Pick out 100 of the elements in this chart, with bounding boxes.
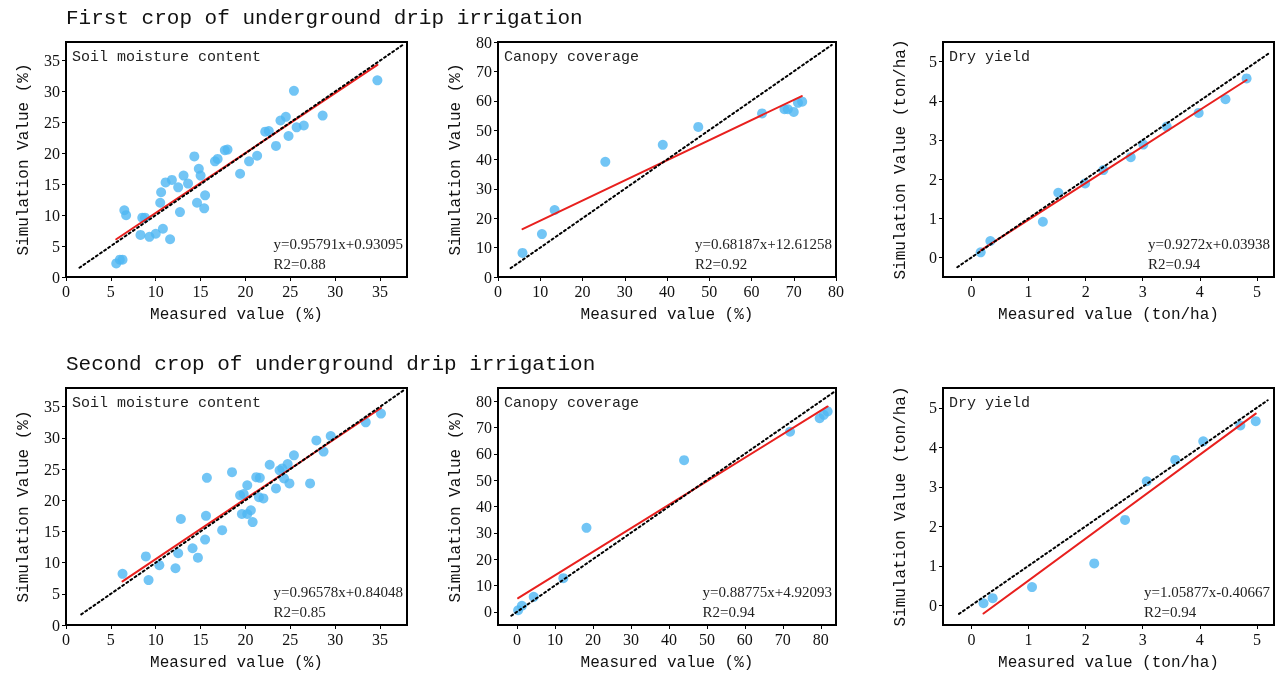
x-tick-label: 4 xyxy=(1195,282,1204,300)
x-tick-label: 3 xyxy=(1138,282,1147,300)
y-tick-label: 70 xyxy=(476,419,492,436)
y-tick-label: 50 xyxy=(476,471,492,489)
x-tick-label: 20 xyxy=(574,282,591,300)
y-tick-label: 10 xyxy=(476,239,492,257)
x-tick-label: 30 xyxy=(622,630,639,648)
x-axis-title: Measured value (ton/ha) xyxy=(998,306,1219,324)
y-tick-label: 30 xyxy=(476,524,492,542)
chart-title: Second crop of underground drip irrigation xyxy=(66,353,596,376)
x-axis-title: Measured value (%) xyxy=(580,306,754,324)
y-tick-label: 30 xyxy=(44,82,60,100)
x-tick-label: 80 xyxy=(812,630,829,648)
y-tick-label: 35 xyxy=(44,52,60,70)
annotation: y=0.96578x+0.84048 xyxy=(273,583,403,600)
x-tick-label: 15 xyxy=(192,282,209,300)
x-tick-label: 20 xyxy=(584,630,601,648)
annotation: y=0.95791x+0.93095 xyxy=(273,235,403,252)
y-axis-title: Simulation Value (%) xyxy=(15,63,33,256)
x-tick-label: 10 xyxy=(532,282,549,300)
x-tick-label: 5 xyxy=(106,630,115,648)
y-tick-label: 60 xyxy=(476,445,492,463)
y-tick-label: 2 xyxy=(929,517,937,535)
x-tick-label: 80 xyxy=(828,282,844,300)
x-tick-label: 5 xyxy=(1252,630,1261,648)
y-tick-label: 5 xyxy=(929,399,937,417)
y-tick-label: 10 xyxy=(44,554,60,572)
y-tick-label: 3 xyxy=(929,478,937,496)
y-tick-label: 30 xyxy=(476,180,492,198)
x-tick-label: 10 xyxy=(147,630,164,648)
y-tick-label: 15 xyxy=(44,522,60,540)
y-tick-label: 1 xyxy=(929,209,937,227)
x-tick-label: 2 xyxy=(1081,282,1090,300)
y-tick-label: 30 xyxy=(44,429,60,447)
x-tick-label: 0 xyxy=(967,282,976,300)
y-tick-label: 4 xyxy=(929,438,937,456)
x-tick-label: 5 xyxy=(1252,282,1261,300)
annotation: R2=0.85 xyxy=(273,603,326,620)
y-tick-label: 20 xyxy=(476,209,492,227)
y-axis-title: Simulation Value (ton/ha) xyxy=(892,386,910,627)
x-tick-label: 60 xyxy=(743,282,760,300)
y-tick-label: 35 xyxy=(44,398,60,416)
annotation: R2=0.94 xyxy=(1144,603,1197,620)
x-tick-label: 25 xyxy=(282,282,299,300)
x-axis-title: Measured value (%) xyxy=(580,654,754,672)
chart-title: First crop of underground drip irrigation xyxy=(66,7,583,30)
y-axis-title: Simulation Value (%) xyxy=(15,410,33,603)
y-axis-title: Simulation Value (%) xyxy=(447,410,465,603)
y-tick-label: 0 xyxy=(484,603,492,621)
x-tick-label: 10 xyxy=(147,282,164,300)
y-tick-label: 60 xyxy=(476,92,492,110)
y-tick-label: 0 xyxy=(929,596,937,614)
annotation: Canopy coverage xyxy=(504,395,640,412)
x-tick-label: 15 xyxy=(192,630,209,648)
annotation: R2=0.88 xyxy=(273,255,326,272)
x-tick-label: 4 xyxy=(1195,630,1204,648)
annotation: Soil moisture content xyxy=(72,395,262,412)
y-tick-label: 15 xyxy=(44,175,60,193)
x-tick-label: 2 xyxy=(1081,630,1090,648)
y-tick-label: 20 xyxy=(44,491,60,509)
y-tick-label: 40 xyxy=(476,498,492,515)
annotation: Soil moisture content xyxy=(72,49,262,66)
annotation: R2=0.92 xyxy=(695,255,748,272)
y-tick-label: 5 xyxy=(929,53,937,71)
annotation: y=0.68187x+12.61258 xyxy=(695,235,832,252)
y-tick-label: 5 xyxy=(52,237,60,255)
x-tick-label: 1 xyxy=(1024,282,1033,300)
y-tick-label: 20 xyxy=(44,144,60,162)
x-tick-label: 60 xyxy=(736,630,753,648)
y-tick-label: 3 xyxy=(929,131,937,149)
y-tick-label: 1 xyxy=(929,557,937,575)
x-tick-label: 35 xyxy=(372,630,389,648)
x-tick-label: 3 xyxy=(1138,630,1147,648)
y-tick-label: 25 xyxy=(44,113,60,131)
x-tick-label: 1 xyxy=(1024,630,1033,648)
x-tick-label: 30 xyxy=(616,282,633,300)
x-tick-label: 40 xyxy=(659,282,675,300)
x-tick-label: 20 xyxy=(237,630,254,648)
y-axis-title: Simulation Value (ton/ha) xyxy=(892,39,910,280)
annotation: R2=0.94 xyxy=(702,603,756,620)
y-tick-label: 10 xyxy=(44,206,60,224)
annotation: y=0.88775x+4.92093 xyxy=(702,583,832,600)
y-tick-label: 25 xyxy=(44,460,60,478)
annotation: Dry yield xyxy=(949,395,1031,412)
x-tick-label: 40 xyxy=(660,630,677,648)
y-tick-label: 80 xyxy=(476,33,492,51)
x-axis-title: Measured value (ton/ha) xyxy=(998,654,1219,672)
x-tick-label: 30 xyxy=(327,630,344,648)
y-tick-label: 0 xyxy=(52,616,60,634)
y-tick-label: 0 xyxy=(52,268,60,286)
x-tick-label: 30 xyxy=(327,282,344,300)
y-tick-label: 20 xyxy=(476,550,492,568)
x-tick-label: 25 xyxy=(282,630,299,648)
x-tick-label: 0 xyxy=(512,630,521,648)
y-tick-label: 5 xyxy=(52,585,60,603)
y-tick-label: 0 xyxy=(929,248,937,266)
y-tick-label: 2 xyxy=(929,170,937,188)
y-tick-label: 10 xyxy=(476,577,492,594)
x-tick-label: 20 xyxy=(237,282,254,300)
annotation: Canopy coverage xyxy=(504,49,640,66)
